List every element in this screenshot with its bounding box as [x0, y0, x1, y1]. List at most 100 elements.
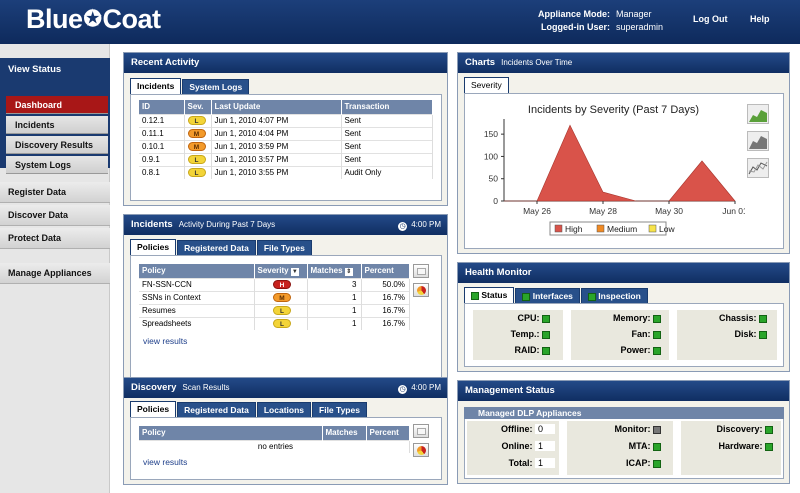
col-policy[interactable]: Policy — [139, 426, 323, 440]
table-row[interactable]: 0.10.1 M Jun 1, 2010 3:59 PM Sent — [139, 139, 433, 153]
tab-incidents[interactable]: Incidents — [130, 78, 182, 94]
sidebar-item-discover-data[interactable]: Discover Data — [0, 205, 110, 226]
col-transaction[interactable]: Transaction — [341, 100, 433, 114]
table-row[interactable]: 0.11.1 M Jun 1, 2010 4:04 PM Sent — [139, 126, 433, 140]
sort-down-icon[interactable]: ▼ — [290, 267, 299, 276]
transaction: Audit Only — [341, 165, 433, 179]
sidebar-item-register-data[interactable]: Register Data — [0, 182, 110, 203]
matches: 1 — [307, 316, 362, 330]
sidebar-item-discovery-results[interactable]: Discovery Results — [6, 136, 108, 154]
tab-file-types[interactable]: File Types — [312, 402, 367, 417]
mta-status: MTA: — [567, 441, 661, 451]
managed-appliances-section: Managed DLP Appliances — [464, 407, 784, 419]
col-severity[interactable]: Severity ▼ — [254, 264, 308, 278]
tab-registered-data[interactable]: Registered Data — [177, 240, 256, 255]
health-monitor-panel: Health Monitor Status Interfaces Inspect… — [457, 262, 790, 372]
policy-name[interactable]: FN-SSN-CCN — [139, 277, 255, 291]
incident-id[interactable]: 0.10.1 — [139, 139, 185, 153]
matches: 1 — [307, 303, 362, 317]
col-percent[interactable]: Percent — [366, 426, 410, 440]
col-matches[interactable]: Matches — [322, 426, 367, 440]
x-tick-label: Jun 01 — [722, 206, 745, 216]
incident-id[interactable]: 0.11.1 — [139, 126, 185, 140]
table-view-button[interactable] — [413, 424, 429, 438]
legend-label: Low — [659, 224, 675, 234]
col-matches[interactable]: Matches ⇕ — [307, 264, 362, 278]
table-row[interactable]: 0.12.1 L Jun 1, 2010 4:07 PM Sent — [139, 113, 433, 127]
table-row[interactable]: Spreadsheets L 1 16.7% — [139, 316, 410, 330]
pie-chart-button[interactable] — [413, 443, 429, 457]
logged-in-label: Logged-in User: — [541, 22, 610, 32]
policy-name[interactable]: Spreadsheets — [139, 316, 255, 330]
col-percent[interactable]: Percent — [361, 264, 410, 278]
col-sev[interactable]: Sev. — [184, 100, 212, 114]
area-chart-icon[interactable] — [747, 104, 769, 124]
tab-system-logs[interactable]: System Logs — [182, 79, 250, 94]
pie-chart-icon — [417, 446, 426, 455]
tab-interfaces[interactable]: Interfaces — [515, 288, 580, 303]
col-policy[interactable]: Policy — [139, 264, 255, 278]
view-results-link[interactable]: view results — [143, 336, 188, 346]
table-view-button[interactable] — [413, 264, 429, 278]
status-led — [653, 330, 661, 339]
incidents-title: Incidents — [131, 219, 173, 230]
status-led — [765, 442, 773, 451]
cpu-status: CPU: — [475, 313, 550, 323]
policy-name[interactable]: SSNs in Context — [139, 290, 255, 304]
appliance-mode-label: Appliance Mode: — [537, 9, 610, 19]
status-led — [587, 292, 596, 301]
tab-locations[interactable]: Locations — [256, 402, 312, 417]
tab-severity[interactable]: Severity — [464, 77, 509, 93]
severity-badge: L — [273, 306, 291, 316]
percent: 16.7% — [361, 303, 410, 317]
management-body: Offline: 0 Online: 1 Total: 1 Monitor: M… — [464, 419, 784, 479]
incident-id[interactable]: 0.12.1 — [139, 113, 185, 127]
help-link[interactable]: Help — [750, 14, 770, 24]
discovery-time: ◷ 4:00 PM — [398, 383, 441, 394]
logout-link[interactable]: Log Out — [693, 14, 728, 24]
view-results-link[interactable]: view results — [143, 457, 188, 467]
table-row[interactable]: Resumes L 1 16.7% — [139, 303, 410, 317]
col-id[interactable]: ID — [139, 100, 185, 114]
health-monitor-header: Health Monitor — [458, 263, 789, 283]
main-content: Recent Activity Incidents System Logs ID … — [110, 44, 800, 493]
fan-status: Fan: — [571, 329, 661, 339]
sidebar-item-incidents[interactable]: Incidents — [6, 116, 108, 134]
tab-policies[interactable]: Policies — [130, 239, 177, 255]
policy-name[interactable]: Resumes — [139, 303, 255, 317]
tab-registered-data[interactable]: Registered Data — [177, 402, 256, 417]
percent: 50.0% — [361, 277, 410, 291]
pie-chart-button[interactable] — [413, 283, 429, 297]
sidebar-item-protect-data[interactable]: Protect Data — [0, 228, 110, 249]
sidebar: View Status Dashboard Incidents Discover… — [0, 44, 110, 493]
sidebar-item-system-logs[interactable]: System Logs — [6, 156, 108, 174]
status-led — [653, 425, 661, 434]
sort-icon[interactable]: ⇕ — [344, 267, 353, 276]
tab-status[interactable]: Status — [464, 287, 515, 303]
table-row[interactable]: SSNs in Context M 1 16.7% — [139, 290, 410, 304]
legend-box — [549, 221, 667, 236]
chassis-status: Chassis: — [677, 313, 767, 323]
tab-inspection[interactable]: Inspection — [580, 288, 648, 303]
y-tick-label: 100 — [484, 151, 498, 161]
sidebar-item-dashboard[interactable]: Dashboard — [6, 96, 108, 114]
col-last-update[interactable]: Last Update — [211, 100, 342, 114]
status-led — [759, 314, 767, 323]
power-status: Power: — [571, 345, 661, 355]
x-tick-label: May 30 — [655, 206, 683, 216]
severity-badge: L — [187, 116, 206, 126]
incident-id[interactable]: 0.8.1 — [139, 165, 185, 179]
table-row[interactable]: 0.9.1 L Jun 1, 2010 3:57 PM Sent — [139, 152, 433, 166]
stacked-area-chart-icon[interactable] — [747, 131, 769, 151]
incident-id[interactable]: 0.9.1 — [139, 152, 185, 166]
tab-file-types[interactable]: File Types — [256, 240, 312, 255]
recent-activity-table: ID Sev. Last Update Transaction 0.12.1 L J… — [139, 100, 433, 179]
view-status-title[interactable]: View Status — [8, 64, 62, 75]
status-led — [542, 346, 550, 355]
table-row[interactable]: 0.8.1 L Jun 1, 2010 3:55 PM Audit Only — [139, 165, 433, 179]
sidebar-item-manage-appliances[interactable]: Manage Appliances — [0, 263, 110, 284]
severity-badge: H — [273, 280, 291, 290]
table-row[interactable]: FN-SSN-CCN H 3 50.0% — [139, 277, 410, 291]
tab-policies[interactable]: Policies — [130, 401, 177, 417]
line-chart-icon[interactable] — [747, 158, 769, 178]
